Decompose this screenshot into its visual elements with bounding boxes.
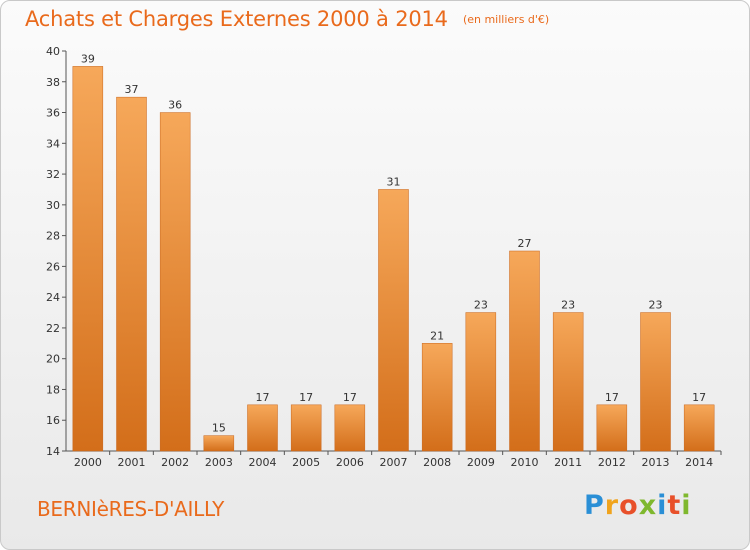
bar [421,343,453,452]
x-tick-label: 2009 [467,456,495,469]
bar [596,404,628,452]
y-tick-label: 30 [46,199,60,212]
x-tick-label: 2002 [161,456,189,469]
y-tick-label: 36 [46,107,60,120]
bar-value-label: 17 [343,391,357,404]
bar-value-label: 15 [212,422,226,435]
y-tick-label: 14 [46,445,60,458]
bar-value-label: 23 [649,299,663,312]
bar-value-label: 21 [430,329,444,342]
commune-name: BERNIèRES-D'AILLY [37,497,225,521]
logo-letter: i [681,490,692,521]
bar [640,312,671,452]
proxiti-logo: Proxiti [584,490,692,521]
x-tick-label: 2008 [423,456,451,469]
y-tick-label: 18 [46,383,60,396]
bar [72,66,104,452]
bar [378,189,409,452]
logo-letter: x [638,490,658,521]
logo-letter: P [584,490,605,521]
chart-title: Achats et Charges Externes 2000 à 2014 [25,7,448,31]
bar-value-label: 27 [518,237,532,250]
x-tick-label: 2013 [642,456,670,469]
bar [683,404,715,452]
axes: 14 16 18 20 22 24 26 28 30 32 34 36 38 40 2000 2001 2002… [46,45,722,469]
bar [509,250,540,452]
value-labels: 39 37 36 15 17 17 17 31 21 23 27 23 17 23 17 [81,52,706,434]
x-tick-label: 2003 [205,456,233,469]
bar [465,312,497,452]
bar-value-label: 17 [299,391,313,404]
bar-value-label: 17 [692,391,706,404]
bar [159,112,191,452]
bar-value-label: 17 [256,391,270,404]
y-tick-label: 22 [46,322,60,335]
bar [290,404,322,452]
x-tick-label: 2014 [685,456,713,469]
x-tick-label: 2007 [380,456,408,469]
logo-letter: o [619,490,639,521]
x-tick-label: 2012 [598,456,626,469]
y-tick-label: 34 [46,137,60,150]
bar-value-label: 23 [561,299,575,312]
bar [203,435,235,452]
y-tick-label: 40 [46,45,60,58]
bar-value-label: 23 [474,299,488,312]
chart-header: Achats et Charges Externes 2000 à 2014 (… [25,7,549,31]
bar [552,312,584,452]
logo-letter: t [667,490,682,521]
bar-value-label: 36 [168,99,182,112]
x-tick-label: 2000 [74,456,102,469]
logo-letter: i [657,490,668,521]
bar-value-label: 31 [387,175,401,188]
x-tick-label: 2004 [249,456,277,469]
x-tick-label: 2010 [511,456,539,469]
bar [116,96,147,452]
bar-value-label: 17 [605,391,619,404]
y-tick-label: 32 [46,168,60,181]
x-tick-label: 2001 [118,456,146,469]
y-tick-label: 20 [46,353,60,366]
bar [334,404,366,452]
bars [72,66,715,452]
bar-value-label: 37 [125,83,139,96]
y-tick-label: 28 [46,230,60,243]
logo-letter: r [604,490,620,521]
y-tick-label: 24 [46,291,60,304]
x-tick-label: 2005 [292,456,320,469]
chart-subtitle: (en milliers d'€) [462,13,550,26]
x-tick-label: 2006 [336,456,364,469]
y-tick-label: 26 [46,260,60,273]
bar [247,404,278,452]
x-tick-label: 2011 [554,456,582,469]
y-tick-label: 16 [46,414,60,427]
bar-value-label: 39 [81,52,95,65]
y-tick-label: 38 [46,76,60,89]
